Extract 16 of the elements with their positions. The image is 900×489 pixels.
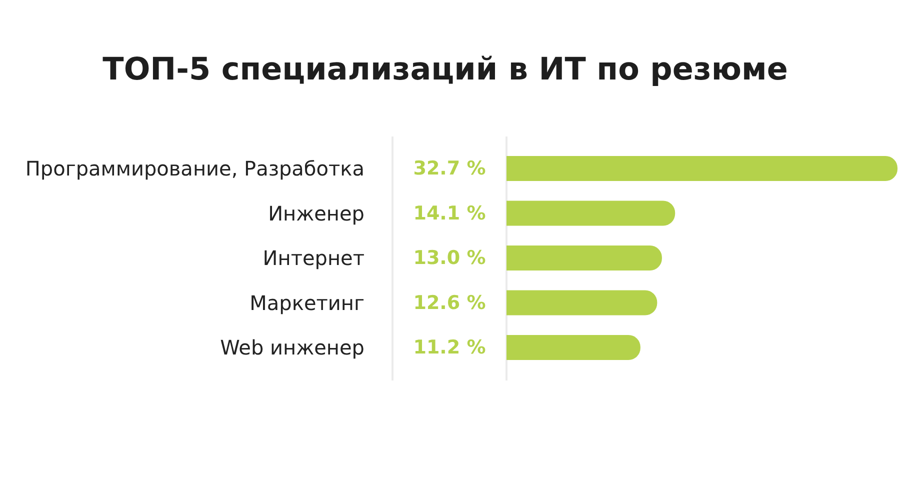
bar (506, 246, 662, 270)
data-label: 14.1 % (413, 202, 486, 224)
bar (506, 156, 898, 181)
bar (506, 200, 676, 226)
bar (506, 335, 640, 360)
bar (506, 290, 658, 316)
y-tick-label: Маркетинг (250, 290, 365, 315)
y-tick-label: Инженер (268, 201, 364, 226)
y-tick-label: Интернет (262, 246, 365, 270)
data-label: 11.2 % (413, 336, 486, 358)
y-tick-label: Программирование, Разработка (25, 156, 365, 180)
data-label: 12.6 % (413, 292, 486, 314)
y-tick-label: Web инженер (220, 336, 365, 360)
chart-title: ТОП-5 специализаций в ИТ по резюме (102, 52, 788, 88)
data-label: 32.7 % (413, 158, 486, 180)
data-label: 13.0 % (413, 247, 486, 269)
